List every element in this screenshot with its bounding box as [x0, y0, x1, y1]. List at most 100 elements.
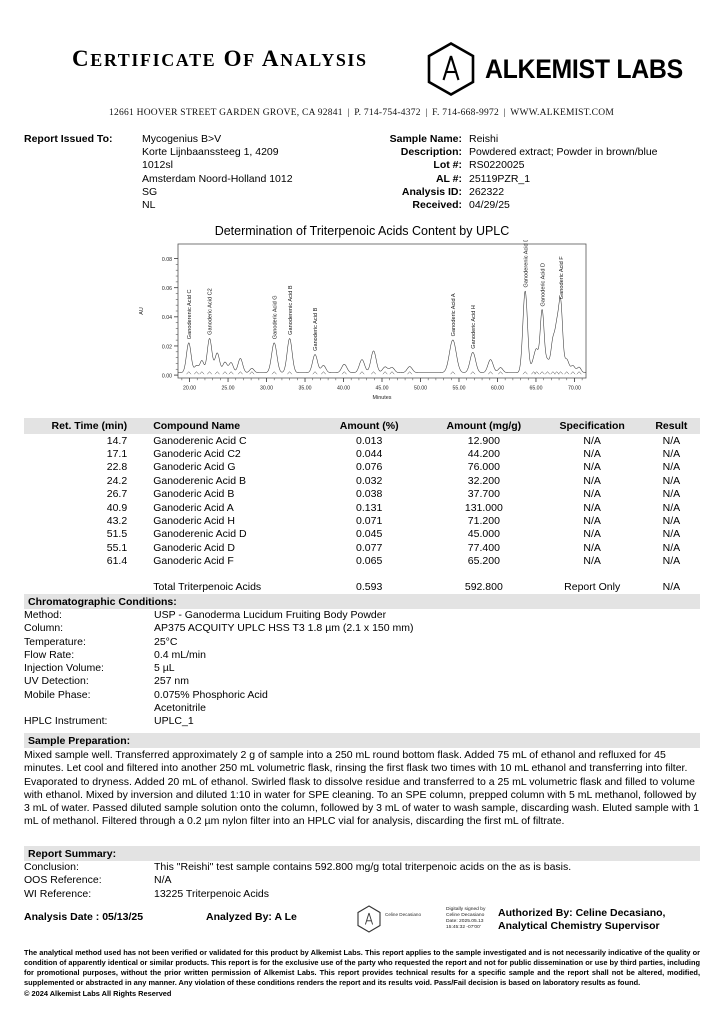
- cell-name: Total Triterpenoic Acids: [153, 580, 262, 593]
- svg-text:Minutes: Minutes: [373, 395, 392, 401]
- sample-info-row: Analysis ID: 262322: [366, 186, 716, 199]
- brand-name: ALKEMIST LABS: [484, 53, 683, 84]
- cell-ret: [24, 568, 145, 594]
- cell-spec: N/A: [583, 434, 601, 447]
- svg-text:Ganoderic Acid F: Ganoderic Acid F: [559, 256, 565, 299]
- kv-row: Acetonitrile: [24, 702, 700, 715]
- cell-ret: 40.9: [106, 501, 128, 514]
- svg-text:Ganoderic Acid C2: Ganoderic Acid C2: [208, 288, 214, 335]
- cell-ret: 61.4: [106, 555, 128, 568]
- analyzed-by: Analyzed By: A Le: [206, 911, 297, 923]
- cell-mg: 65.200: [467, 555, 500, 568]
- condition-label: Column:: [24, 622, 64, 635]
- condition-label: Method:: [24, 609, 62, 621]
- cell-spec: N/A: [583, 541, 601, 554]
- table-row: 43.2 Ganoderic Acid H 0.071 71.200 N/A N/A: [24, 514, 700, 527]
- cell-result: N/A: [662, 514, 681, 527]
- cell-pct: 0.131: [356, 501, 383, 514]
- sample-name-value: Reishi: [469, 133, 499, 145]
- table-row: 40.9 Ganoderic Acid A 0.131 131.000 N/A N/A: [24, 501, 700, 514]
- cell-ret: 14.7: [106, 434, 128, 447]
- cell-pct: 0.593: [356, 580, 383, 593]
- cell-mg: 44.200: [467, 448, 500, 461]
- report-issued-to-address: Mycogenius B>V Korte Lijnbaanssteeg 1, 4…: [142, 133, 293, 212]
- condition-value: 257 nm: [154, 675, 190, 688]
- cell-mg: 76.000: [467, 461, 500, 474]
- kv-row: Conclusion: This "Reishi" test sample con…: [24, 861, 700, 874]
- cell-pct: 0.071: [356, 514, 383, 527]
- svg-text:Ganoderic Acid H: Ganoderic Acid H: [471, 305, 477, 349]
- cell-spec: N/A: [583, 528, 601, 541]
- address-sep-1: |: [347, 108, 350, 118]
- svg-text:30.00: 30.00: [260, 386, 273, 392]
- cell-result: N/A: [662, 461, 681, 474]
- condition-label: Flow Rate:: [24, 648, 75, 661]
- report-summary-section: Report Summary: Conclusion: This "Reishi"…: [24, 846, 700, 901]
- cell-pct: 0.065: [356, 555, 383, 568]
- cell-pct: 0.045: [356, 528, 383, 541]
- summary-value: 13225 Triterpenoic Acids: [154, 887, 269, 900]
- svg-text:Ganoderenic Acid C: Ganoderenic Acid C: [187, 289, 193, 339]
- address-website: WWW.ALKEMIST.COM: [510, 108, 615, 118]
- cell-ret: 17.1: [106, 448, 128, 461]
- table-row: 17.1 Ganoderic Acid C2 0.044 44.200 N/A N/A: [24, 447, 700, 460]
- received-value: 04/29/25: [469, 199, 510, 212]
- column-header-amount-mgg: Amount (mg/g): [426, 418, 542, 434]
- sample-preparation-section: Sample Preparation: Mixed sample well. T…: [24, 733, 700, 829]
- signature-scribble: Celine Decasiano: [385, 912, 422, 917]
- alkemist-hex-logo-icon: [427, 42, 475, 96]
- condition-label: [24, 702, 154, 715]
- cell-ret: 55.1: [106, 541, 128, 554]
- cell-spec: N/A: [583, 514, 601, 527]
- cell-mg: 32.200: [467, 474, 500, 487]
- table-header-row: Ret. Time (min) Compound Name Amount (%)…: [24, 418, 700, 434]
- cell-pct: 0.038: [356, 488, 383, 501]
- cell-result: N/A: [662, 474, 681, 487]
- received-label: Received:: [412, 199, 462, 212]
- issued-to-line: SG: [142, 185, 158, 198]
- cell-result: N/A: [662, 434, 681, 447]
- address-fax: F. 714-668-9972: [432, 108, 500, 118]
- cell-result: N/A: [662, 501, 681, 514]
- sample-info-block: Sample Name: Reishi Description: Powdere…: [366, 133, 716, 212]
- description-value: Powdered extract; Powder in brown/blue: [469, 146, 658, 159]
- chromatogram: Determination of Triterpenoic Acids Cont…: [132, 224, 592, 414]
- disclaimer-text: The analytical method used has not been …: [24, 948, 700, 987]
- signature-meta-line: 15:45:32 -07'00': [446, 925, 481, 931]
- address-bar: 12661 HOOVER STREET GARDEN GROVE, CA 928…: [0, 108, 723, 118]
- svg-text:65.00: 65.00: [529, 386, 542, 392]
- chromatographic-conditions-section: Chromatographic Conditions: Method: USP -…: [24, 594, 700, 729]
- cell-name: Ganoderic Acid H: [153, 514, 235, 527]
- svg-text:0.00: 0.00: [162, 373, 172, 379]
- al-number-label: AL #:: [435, 172, 462, 185]
- svg-text:45.00: 45.00: [376, 386, 389, 392]
- address-phone: P. 714-754-4372: [354, 108, 421, 118]
- svg-text:Ganoderic Acid D: Ganoderic Acid D: [540, 263, 546, 307]
- condition-label: Mobile Phase:: [24, 688, 91, 701]
- svg-text:0.02: 0.02: [162, 344, 172, 350]
- cell-name: Ganoderenic Acid D: [153, 528, 247, 541]
- authorized-by-role: Analytical Chemistry Supervisor: [498, 919, 660, 932]
- sample-info-row: Lot #: RS0220025: [366, 159, 716, 172]
- summary-label: OOS Reference:: [24, 874, 102, 887]
- results-table-container: Ret. Time (min) Compound Name Amount (%)…: [24, 418, 700, 593]
- condition-value: 0.4 mL/min: [154, 648, 206, 661]
- total-row: Total Triterpenoic Acids 0.593 592.800 Repo…: [24, 568, 700, 594]
- sample-info-row: Description: Powdered extract; Powder in…: [366, 146, 716, 159]
- table-row: 24.2 Ganoderenic Acid B 0.032 32.200 N/A N/A: [24, 474, 700, 487]
- cell-name: Ganoderic Acid A: [153, 501, 234, 514]
- condition-value: 5 µL: [154, 662, 175, 675]
- svg-text:40.00: 40.00: [337, 386, 350, 392]
- chromatographic-conditions-heading: Chromatographic Conditions:: [24, 594, 700, 609]
- footer-disclaimer-block: The analytical method used has not been …: [24, 948, 700, 999]
- report-summary-body: Conclusion: This "Reishi" test sample con…: [24, 861, 700, 901]
- cell-name: Ganoderic Acid D: [153, 541, 235, 554]
- cell-ret: 26.7: [106, 488, 128, 501]
- cell-ret: 22.8: [106, 461, 128, 474]
- description-label: Description:: [400, 146, 462, 159]
- svg-text:Ganoderic Acid G: Ganoderic Acid G: [272, 295, 278, 339]
- address-sep-3: |: [503, 108, 506, 118]
- sample-preparation-text: Mixed sample well. Transferred approxima…: [24, 749, 700, 828]
- column-header-ret-time: Ret. Time (min): [24, 418, 146, 434]
- summary-value: N/A: [154, 874, 172, 887]
